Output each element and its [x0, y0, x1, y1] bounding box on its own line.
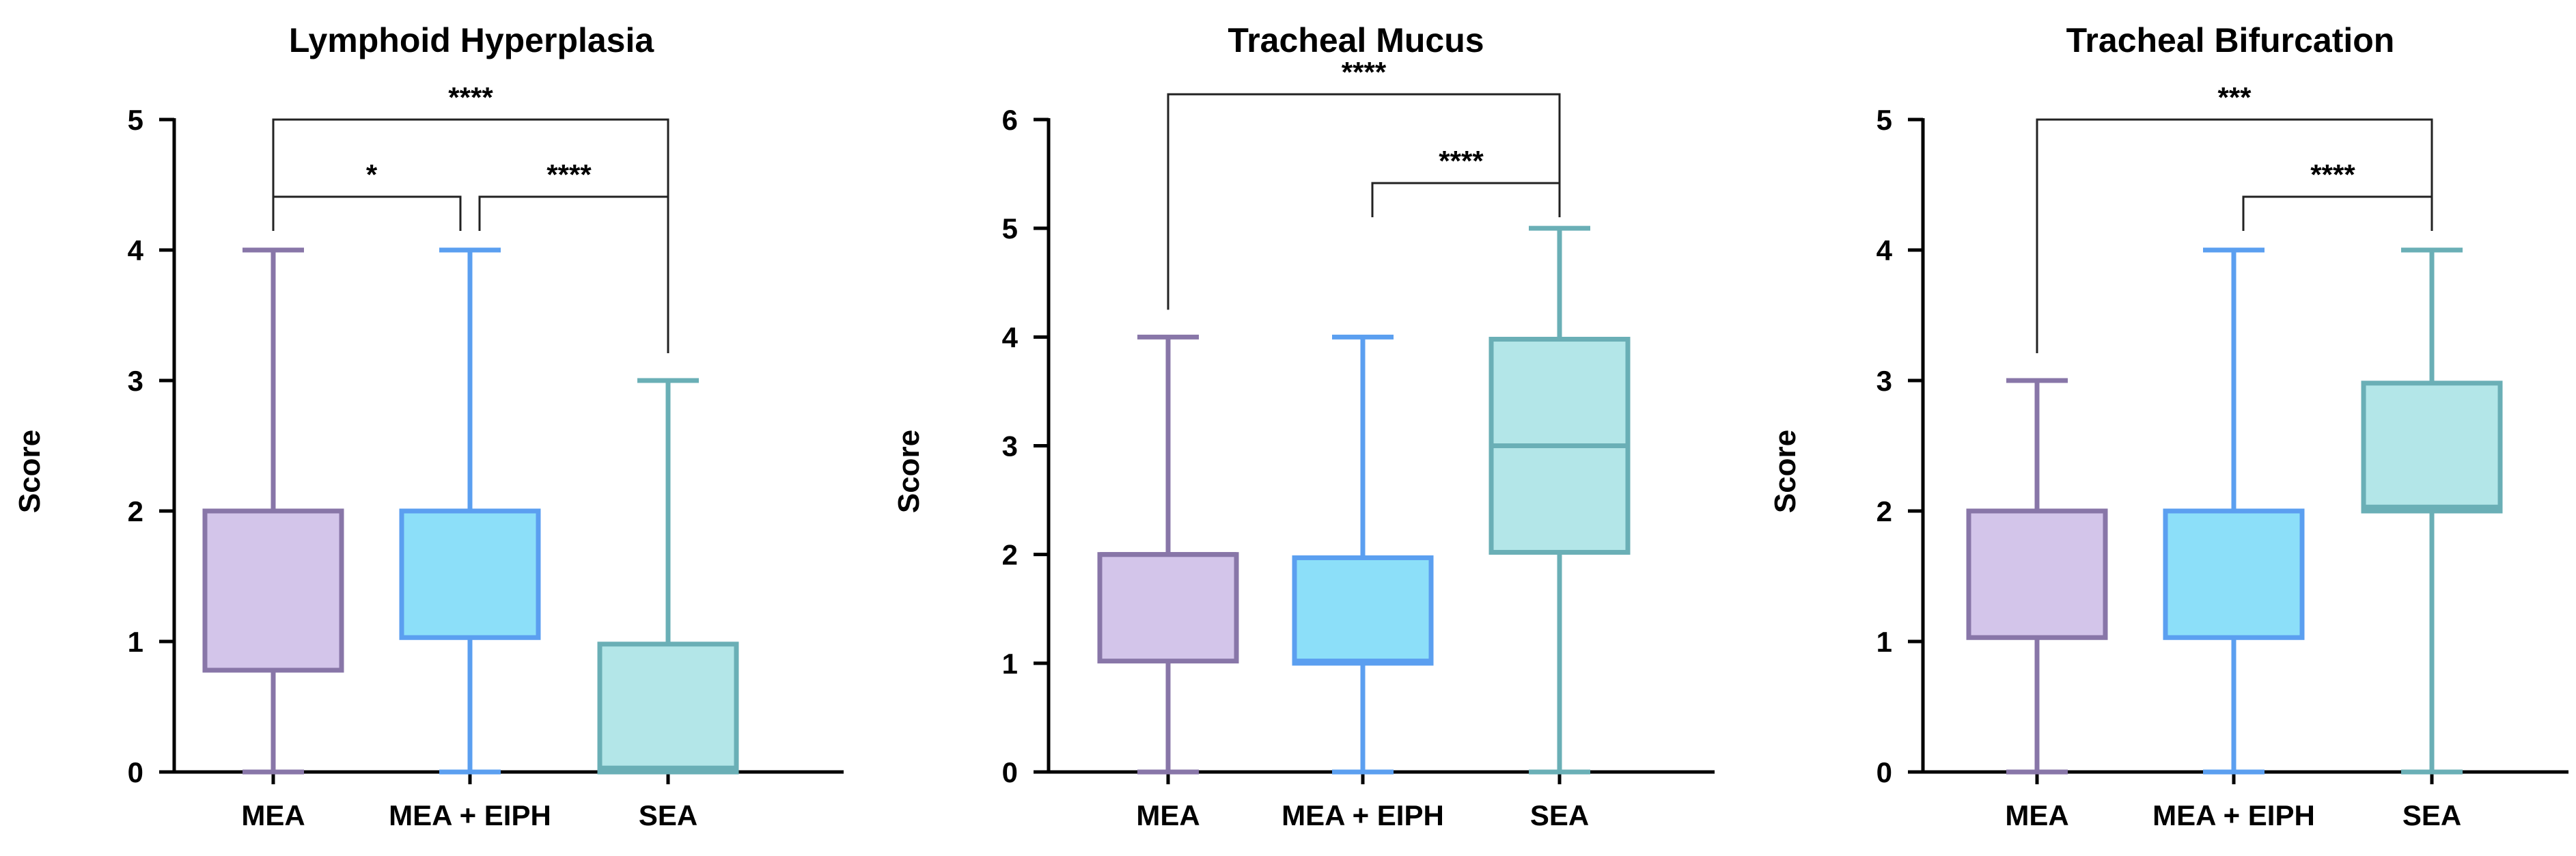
y-tick-label: 3 — [1002, 430, 1018, 462]
box-mea-eiph — [399, 247, 541, 775]
significance-bracket: **** — [2242, 158, 2433, 231]
y-tick-label: 0 — [1002, 756, 1018, 788]
x-tick-label: SEA — [2402, 799, 2461, 831]
box-sea — [597, 378, 739, 775]
iqr-box — [202, 508, 344, 673]
box-sea — [2361, 247, 2503, 775]
x-tick-label: MEA + EIPH — [389, 799, 551, 831]
significance-bracket: **** — [1167, 56, 1561, 310]
bracket-line — [272, 118, 669, 353]
iqr-box — [1097, 552, 1239, 664]
box-mea — [202, 247, 344, 775]
significance-bracket: **** — [272, 81, 669, 353]
significance-label: * — [366, 158, 378, 191]
significance-label: *** — [2217, 81, 2252, 113]
box-mea-eiph — [2163, 247, 2305, 775]
x-tick-label: MEA — [1136, 799, 1200, 831]
panel-title: Tracheal Bifurcation — [2066, 21, 2395, 59]
significance-label: **** — [448, 81, 493, 113]
significance-bracket: **** — [478, 158, 669, 231]
panel-lymphoid-hyperplasia: Lymphoid Hyperplasia Score 0 1 2 3 4 5 MEA MEA … — [13, 21, 844, 831]
significance-bracket: * — [272, 158, 462, 231]
y-tick-label: 4 — [1002, 321, 1019, 353]
y-tick-label: 0 — [128, 756, 143, 788]
significance-bracket: *** — [2036, 81, 2433, 353]
bracket-line — [2036, 118, 2433, 353]
y-tick-label: 5 — [1876, 104, 1892, 136]
box-mea-eiph — [1292, 334, 1434, 775]
y-tick-label: 5 — [128, 104, 143, 136]
y-tick-label: 6 — [1002, 104, 1018, 136]
bracket-line — [478, 195, 669, 231]
box-mea — [1097, 334, 1239, 775]
y-tick-label: 1 — [128, 626, 143, 658]
significance-label: **** — [2310, 158, 2355, 191]
significance-label: **** — [1439, 145, 1484, 177]
x-tick-label: MEA — [2005, 799, 2068, 831]
y-axis-label: Score — [1769, 430, 1802, 513]
y-tick-label: 3 — [128, 365, 143, 397]
iqr-box — [1292, 555, 1434, 666]
panel-tracheal-bifurcation: Tracheal Bifurcation Score 0 1 2 3 4 5 MEA MEA … — [1769, 21, 2568, 831]
y-axis-label: Score — [892, 430, 926, 513]
bracket-line — [1167, 93, 1561, 310]
y-tick-label: 1 — [1002, 648, 1018, 680]
box-mea — [1966, 378, 2108, 775]
x-tick-label: SEA — [1530, 799, 1589, 831]
iqr-box — [2163, 508, 2305, 640]
y-tick-label: 4 — [128, 234, 144, 266]
y-axis-label: Score — [13, 430, 46, 513]
box-sea — [1488, 225, 1631, 775]
bracket-line — [272, 195, 462, 231]
iqr-box — [399, 508, 541, 640]
y-tick-label: 3 — [1876, 365, 1892, 397]
bracket-line — [1371, 182, 1561, 217]
x-tick-label: SEA — [639, 799, 697, 831]
bracket-line — [2242, 195, 2433, 231]
y-tick-label: 0 — [1876, 756, 1892, 788]
x-tick-label: MEA — [241, 799, 305, 831]
x-tick-label: MEA + EIPH — [1282, 799, 1444, 831]
iqr-box — [1966, 508, 2108, 640]
iqr-box — [597, 641, 739, 775]
y-tick-label: 2 — [1876, 495, 1892, 527]
significance-bracket: **** — [1371, 145, 1561, 217]
panel-title: Lymphoid Hyperplasia — [289, 21, 655, 59]
iqr-box — [2361, 381, 2503, 514]
y-tick-label: 1 — [1876, 626, 1892, 658]
y-tick-label: 2 — [1002, 539, 1018, 571]
y-tick-label: 4 — [1876, 234, 1893, 266]
panel-title: Tracheal Mucus — [1228, 21, 1484, 59]
significance-label: **** — [546, 158, 592, 191]
y-tick-label: 5 — [1002, 212, 1018, 245]
y-tick-label: 2 — [128, 495, 143, 527]
significance-label: **** — [1342, 56, 1387, 88]
x-tick-label: MEA + EIPH — [2152, 799, 2315, 831]
panel-tracheal-mucus: Tracheal Mucus Score 0 1 2 3 4 5 6 MEA MEA + EIP… — [892, 21, 1715, 831]
